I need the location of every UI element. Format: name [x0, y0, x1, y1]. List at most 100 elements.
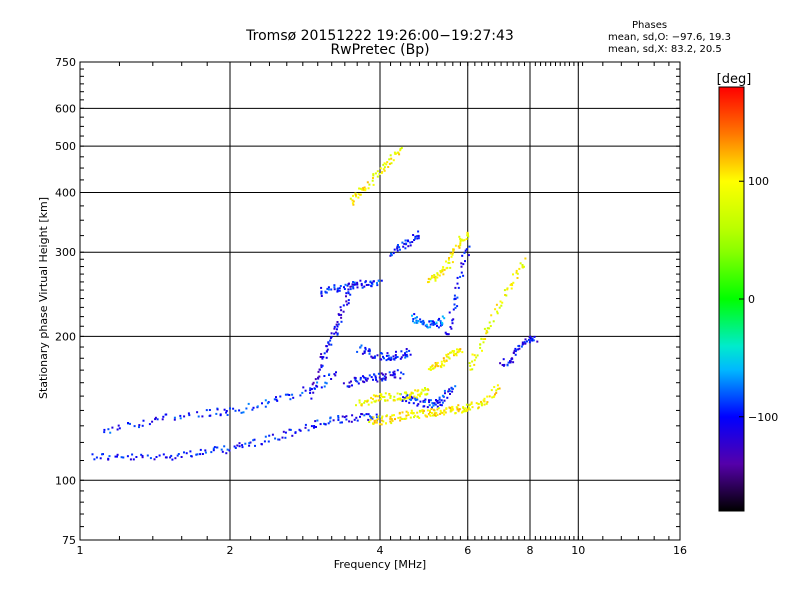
data-point	[462, 410, 465, 413]
data-point	[183, 451, 185, 454]
data-point	[464, 407, 467, 410]
data-point	[465, 238, 468, 240]
data-point	[253, 438, 256, 441]
data-point	[367, 403, 370, 406]
data-point	[389, 374, 392, 377]
data-point	[406, 355, 409, 358]
x-tick-label: 16	[673, 544, 687, 557]
data-point	[443, 399, 446, 402]
data-point	[457, 245, 460, 248]
data-point	[359, 193, 362, 196]
y-tick-label: 300	[55, 246, 76, 259]
data-point	[414, 389, 417, 392]
data-point	[495, 389, 498, 392]
data-point	[336, 325, 339, 328]
data-point	[443, 359, 445, 362]
data-point	[430, 408, 433, 410]
data-point	[345, 292, 348, 295]
data-point	[371, 398, 374, 400]
data-point	[476, 354, 479, 357]
data-point	[336, 321, 339, 323]
data-point	[279, 395, 282, 398]
data-point	[359, 378, 362, 381]
data-point	[348, 381, 351, 384]
y-tick-label: 400	[55, 186, 76, 199]
data-point	[486, 395, 489, 398]
data-point	[427, 281, 429, 284]
data-point	[397, 416, 400, 419]
data-point	[447, 353, 450, 356]
data-point	[383, 396, 386, 398]
data-point	[234, 447, 237, 449]
data-point	[333, 325, 336, 328]
data-point	[425, 415, 428, 418]
data-point	[483, 327, 486, 330]
data-point	[414, 235, 417, 238]
data-point	[325, 356, 328, 359]
data-point	[414, 317, 417, 320]
data-point	[419, 318, 422, 321]
data-point	[313, 426, 315, 429]
data-point	[407, 411, 410, 414]
data-point	[273, 398, 276, 401]
data-point	[374, 395, 377, 398]
data-point	[223, 408, 226, 411]
data-point	[451, 322, 454, 325]
data-point	[457, 286, 460, 289]
data-point	[347, 291, 350, 294]
data-point	[337, 415, 340, 417]
data-point	[316, 381, 319, 384]
data-point	[173, 418, 176, 421]
data-point	[238, 442, 241, 445]
data-point	[393, 370, 396, 373]
data-point	[370, 282, 373, 285]
data-point	[352, 203, 355, 206]
data-point	[477, 402, 480, 405]
data-point	[384, 373, 387, 376]
data-point	[389, 154, 392, 157]
data-point	[482, 341, 485, 344]
data-point	[403, 398, 406, 401]
data-point	[390, 157, 393, 160]
data-point	[443, 317, 446, 320]
data-point	[524, 257, 527, 260]
data-point	[138, 426, 140, 429]
data-point	[284, 431, 287, 434]
data-point	[312, 391, 315, 394]
data-point	[444, 392, 446, 395]
data-point	[506, 364, 509, 367]
data-point	[364, 346, 367, 349]
data-point	[103, 428, 106, 431]
data-point	[466, 231, 469, 234]
data-point	[450, 327, 453, 330]
data-point	[226, 414, 229, 416]
data-point	[374, 355, 376, 358]
data-point	[523, 265, 525, 268]
data-point	[116, 428, 119, 431]
data-point	[399, 357, 402, 360]
data-point	[363, 350, 366, 353]
data-point	[429, 278, 432, 281]
data-point	[341, 421, 343, 424]
data-point	[469, 408, 472, 411]
data-point	[381, 395, 384, 398]
data-point	[488, 327, 491, 330]
data-point	[278, 438, 281, 441]
data-point	[321, 356, 324, 359]
data-point	[469, 364, 472, 367]
data-point	[438, 317, 441, 320]
data-point	[364, 187, 367, 190]
data-point	[517, 348, 520, 351]
data-point	[209, 414, 212, 417]
data-point	[330, 332, 333, 335]
y-axis: 75 100 200 300 400 500 600 750	[55, 56, 680, 547]
data-point	[396, 245, 399, 248]
x-tick-label: 8	[527, 544, 534, 557]
data-point	[400, 350, 403, 353]
data-point	[379, 423, 381, 426]
data-point	[236, 444, 239, 447]
y-tick-label: 750	[55, 56, 76, 69]
data-point	[460, 271, 463, 274]
data-point	[267, 440, 270, 443]
data-point	[151, 420, 154, 423]
